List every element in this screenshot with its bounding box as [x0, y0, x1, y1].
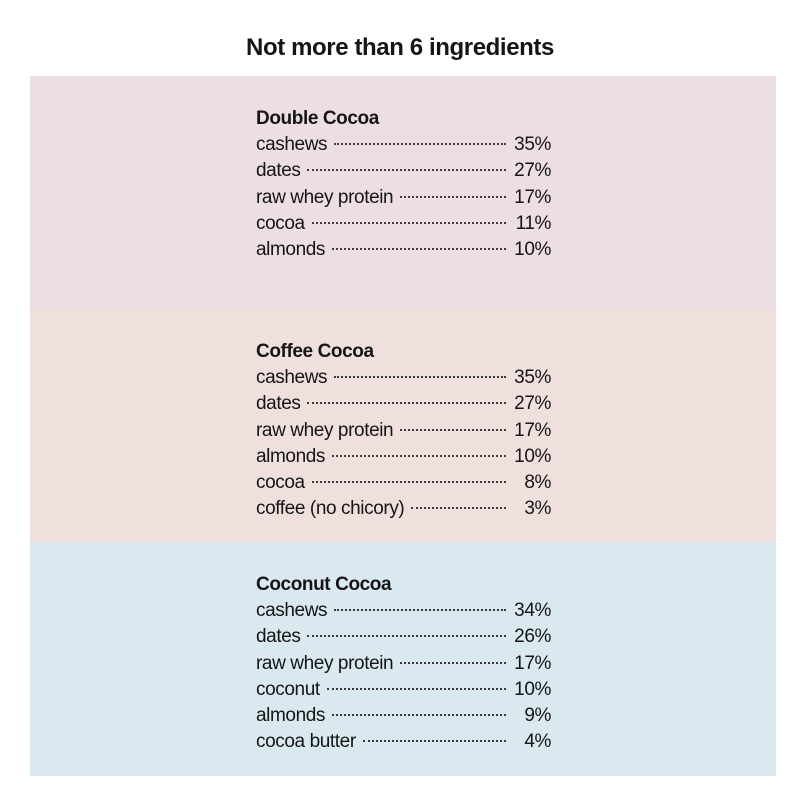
dot-leader [400, 428, 506, 431]
ingredient-percent: 4% [524, 731, 551, 753]
dot-leader [332, 248, 506, 251]
ingredient-row: raw whey protein 17% [256, 651, 551, 677]
ingredient-name: cashews [256, 367, 328, 388]
recipe-title: Coffee Cocoa [256, 341, 374, 362]
ingredient-name: raw whey protein [256, 419, 394, 441]
ingredient-row: coconut 10% [256, 677, 551, 703]
dot-leader [362, 740, 506, 743]
dot-leader [307, 169, 506, 172]
ingredient-name: dates [256, 393, 301, 415]
ingredient-row: raw whey protein 17% [256, 418, 551, 444]
recipe-card: Coconut Cocoa cashews 34% dates 26% raw … [256, 572, 551, 756]
ingredient-percent: 3% [524, 498, 551, 520]
ingredient-percent: 17% [514, 652, 551, 674]
recipe-panel-coconut-cocoa: Coconut Cocoa cashews 34% dates 26% raw … [30, 542, 776, 776]
ingredient-row: almonds 9% [256, 703, 551, 729]
ingredient-name: dates [256, 626, 301, 648]
dot-leader [400, 661, 506, 664]
ingredient-percent: 26% [514, 626, 551, 648]
ingredient-row: coffee (no chicory) 3% [256, 496, 551, 522]
dot-leader [311, 221, 506, 224]
ingredient-percent: 27% [514, 160, 551, 182]
ingredient-name: almonds [256, 239, 326, 261]
ingredient-percent: 10% [514, 239, 551, 261]
ingredient-list: cashews 34% dates 26% raw whey protein 1… [256, 598, 551, 756]
dot-leader [334, 376, 506, 378]
ingredient-row: dates 26% [256, 624, 551, 650]
recipe-card: Double Cocoa cashews 35% dates 27% raw w… [256, 106, 551, 263]
dot-leader [332, 714, 506, 717]
dot-leader [311, 481, 506, 484]
ingredient-name: cocoa [256, 212, 305, 234]
dot-leader [411, 507, 506, 510]
ingredient-row: raw whey protein 17% [256, 185, 551, 211]
ingredient-name: cocoa [256, 472, 305, 494]
recipe-panel-double-cocoa: Double Cocoa cashews 35% dates 27% raw w… [30, 76, 776, 309]
ingredient-name: coconut [256, 678, 320, 700]
ingredient-percent: 11% [515, 212, 552, 234]
ingredient-percent: 35% [514, 134, 551, 155]
recipe-title: Double Cocoa [256, 108, 379, 129]
dot-leader [326, 687, 506, 690]
ingredient-row: cocoa 11% [256, 211, 551, 237]
ingredient-percent: 34% [514, 600, 551, 621]
ingredient-percent: 10% [514, 678, 551, 700]
ingredient-percent: 10% [514, 445, 551, 467]
ingredient-name: coffee (no chicory) [256, 498, 405, 520]
ingredient-name: raw whey protein [256, 186, 394, 208]
dot-leader [334, 609, 506, 611]
recipe-card: Coffee Cocoa cashews 35% dates 27% raw w… [256, 339, 551, 523]
ingredient-name: almonds [256, 445, 326, 467]
ingredient-list: cashews 35% dates 27% raw whey protein 1… [256, 365, 551, 523]
dot-leader [307, 402, 506, 405]
ingredient-row: cashews 35% [256, 132, 551, 158]
ingredient-name: cashews [256, 600, 328, 621]
ingredient-percent: 17% [514, 186, 551, 208]
recipe-panel-coffee-cocoa: Coffee Cocoa cashews 35% dates 27% raw w… [30, 309, 776, 542]
ingredient-row: cocoa butter 4% [256, 729, 551, 755]
ingredient-percent: 9% [524, 705, 551, 727]
ingredient-percent: 27% [514, 393, 551, 415]
recipe-title: Coconut Cocoa [256, 574, 392, 595]
ingredient-row: cocoa 8% [256, 470, 551, 496]
dot-leader [332, 454, 506, 457]
ingredient-row: cashews 35% [256, 365, 551, 391]
ingredient-name: almonds [256, 705, 326, 727]
ingredient-row: dates 27% [256, 158, 551, 184]
ingredient-percent: 8% [524, 472, 551, 494]
ingredient-percent: 17% [514, 419, 551, 441]
ingredient-percent: 35% [514, 367, 551, 388]
ingredient-row: almonds 10% [256, 237, 551, 263]
dot-leader [334, 143, 506, 145]
ingredient-name: dates [256, 160, 301, 182]
dot-leader [400, 195, 506, 198]
ingredient-name: cocoa butter [256, 731, 356, 753]
ingredient-row: dates 27% [256, 391, 551, 417]
ingredient-row: cashews 34% [256, 598, 551, 624]
dot-leader [307, 635, 506, 638]
ingredient-row: almonds 10% [256, 444, 551, 470]
ingredient-name: cashews [256, 134, 328, 155]
ingredient-list: cashews 35% dates 27% raw whey protein 1… [256, 132, 551, 263]
page-title: Not more than 6 ingredients [246, 34, 554, 61]
ingredient-name: raw whey protein [256, 652, 394, 674]
